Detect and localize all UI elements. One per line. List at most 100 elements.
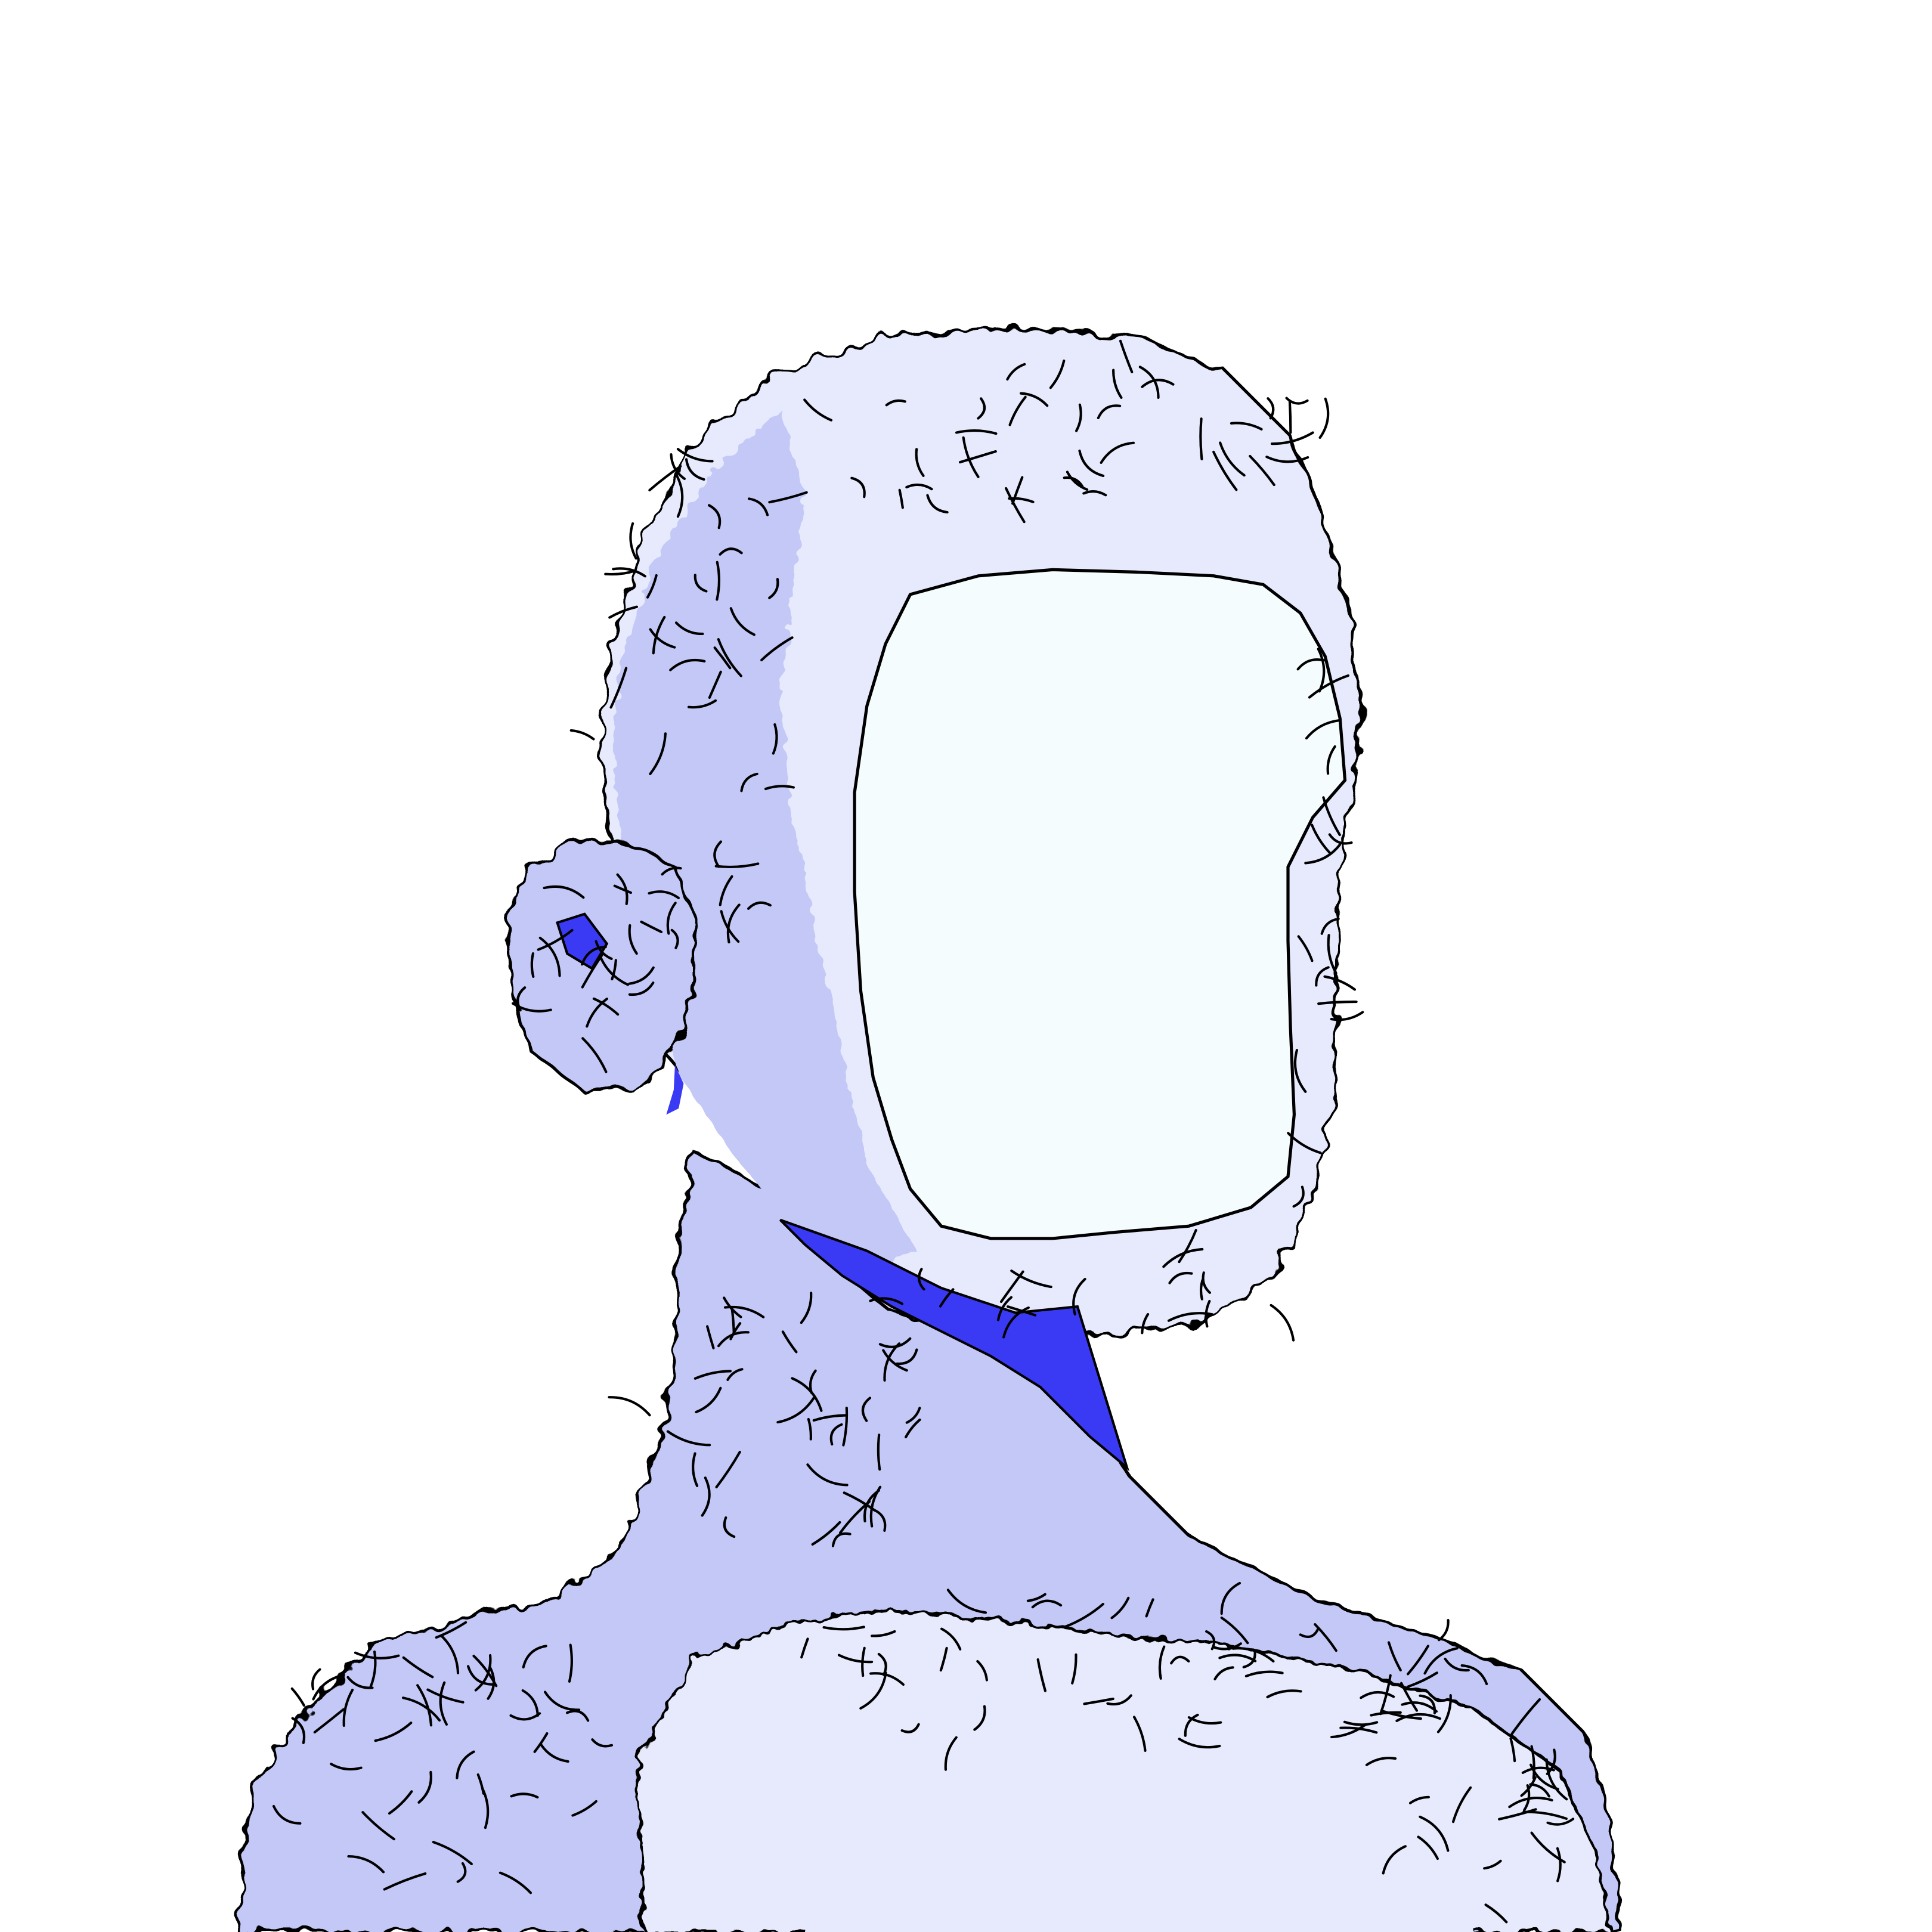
fur-tuft-stroke xyxy=(726,903,741,944)
fur-tuft-stroke xyxy=(719,875,733,906)
fur-tuft-stroke xyxy=(958,450,997,464)
fur-tuft-stroke xyxy=(1008,395,1027,426)
fur-tuft-stroke xyxy=(312,1673,345,1701)
fur-tuft-stroke xyxy=(1242,1649,1256,1668)
fur-tuft-stroke xyxy=(708,670,722,699)
neck-blue-shadow xyxy=(779,1218,1130,1472)
fur-tuft-stroke xyxy=(973,1705,986,1731)
fur-tuft-stroke xyxy=(1002,1306,1030,1339)
fur-tuft-stroke xyxy=(608,1396,651,1417)
fur-tuft-stroke xyxy=(1167,1312,1214,1322)
fur-tuft-stroke xyxy=(521,1689,539,1717)
fur-tuft-stroke xyxy=(803,398,833,422)
fur-tuft-stroke xyxy=(1395,1713,1441,1722)
fur-tuft-stroke xyxy=(1330,1723,1367,1739)
fur-tuft-stroke xyxy=(768,578,779,599)
fur-tuft-stroke xyxy=(713,840,723,868)
fur-tuft-stroke xyxy=(674,472,684,518)
fur-tuft-stroke xyxy=(1323,975,1357,991)
fur-tuft-stroke xyxy=(1219,441,1246,477)
fur-tuft-stroke xyxy=(1170,1655,1190,1665)
fur-tuft-stroke xyxy=(729,1322,742,1340)
face xyxy=(853,568,1347,1240)
fur-tuft-stroke xyxy=(838,1500,871,1534)
fur-tuft-stroke xyxy=(290,1687,305,1707)
fur-tuft-stroke xyxy=(649,732,667,775)
fur-tuft-stroke xyxy=(687,699,717,709)
fur-tuft-stroke xyxy=(726,1368,744,1381)
fur-tuft-stroke xyxy=(1178,1738,1221,1749)
fur-tuft-stroke xyxy=(1379,1674,1392,1716)
fur-tuft-stroke xyxy=(1199,1278,1204,1301)
fur-tuft-stroke xyxy=(1460,1664,1488,1686)
fur-tuft-stroke xyxy=(946,1589,987,1614)
fur-tuft-stroke xyxy=(608,605,639,619)
fur-tuft-stroke xyxy=(401,1696,441,1722)
fur-tuft-stroke xyxy=(904,1418,921,1439)
fur-tuft-stroke xyxy=(740,772,758,792)
fur-tuft-stroke xyxy=(569,729,595,741)
fur-tuft-stroke xyxy=(1199,417,1203,460)
fur-tuft-stroke xyxy=(1063,476,1084,488)
fur-tuft-stroke xyxy=(1119,339,1134,373)
fur-tuft-stroke xyxy=(666,1430,711,1447)
fur-tuft-stroke xyxy=(388,1790,413,1815)
fur-tuft-stroke xyxy=(693,574,708,593)
fur-tuft-stroke xyxy=(481,1787,490,1829)
fur-tuft-stroke xyxy=(565,1710,590,1722)
fur-tuft-stroke xyxy=(1305,719,1340,740)
fur-tuft-stroke xyxy=(1317,1000,1358,1005)
head-shadow-side xyxy=(613,408,917,1276)
fur-tuft-stroke xyxy=(800,1637,809,1659)
fur-tuft-stroke xyxy=(417,1770,432,1804)
fur-tuft-stroke xyxy=(885,399,906,407)
fur-tuft-stroke xyxy=(1311,823,1332,854)
fur-tuft-stroke xyxy=(499,1871,532,1894)
fur-tuft-stroke xyxy=(842,1406,849,1447)
fur-tuft-stroke xyxy=(1304,843,1342,865)
fur-tuft-stroke xyxy=(1244,1670,1284,1677)
fur-tuft-stroke xyxy=(383,1872,427,1891)
fur-tuft-stroke xyxy=(781,1330,798,1354)
fur-tuft-stroke xyxy=(426,1688,465,1704)
fur-tuft-stroke xyxy=(347,1855,385,1874)
fur-tuft-stroke xyxy=(1400,1682,1419,1712)
fur-tuft-stroke xyxy=(1293,1048,1307,1093)
fur-tuft-stroke xyxy=(882,1349,908,1372)
fur-tuft-stroke xyxy=(955,429,998,435)
fur-tuft-stroke xyxy=(1382,1845,1407,1875)
fur-tuft-stroke xyxy=(467,1665,494,1686)
fur-tuft-stroke xyxy=(669,658,706,671)
fur-tuft-stroke xyxy=(883,1342,901,1382)
fur-tuft-stroke xyxy=(674,621,704,636)
fur-tuft-stroke xyxy=(1545,1758,1568,1801)
fur-tuft-stroke xyxy=(1026,1593,1046,1602)
fur-tuft-stroke xyxy=(1299,1627,1320,1639)
fur-tuft-stroke xyxy=(435,1621,467,1639)
fur-tuft-stroke xyxy=(1011,476,1024,505)
fur-tuft-stroke xyxy=(1318,397,1330,439)
fur-tuft-stroke xyxy=(609,667,628,709)
fur-tuft-stroke xyxy=(1110,1596,1130,1620)
fur-tuft-stroke xyxy=(1417,1835,1439,1860)
fur-tuft-stroke xyxy=(652,615,666,655)
fur-tuft-stroke xyxy=(369,1650,377,1689)
fur-tuft-stroke xyxy=(670,928,679,949)
fur-tuft-stroke xyxy=(530,952,535,978)
fur-tuft-stroke xyxy=(509,1712,541,1721)
fur-tuft-stroke xyxy=(869,1297,904,1305)
fur-tuft-stroke xyxy=(510,1792,539,1799)
fur-tuft-stroke xyxy=(1317,648,1326,693)
fur-tuft-stroke xyxy=(1132,1716,1147,1753)
fur-tuft-stroke xyxy=(715,1450,741,1489)
fur-tuft-stroke xyxy=(1270,1304,1295,1342)
fur-tuft-stroke xyxy=(1287,1132,1322,1154)
fur-tuft-stroke xyxy=(613,884,633,894)
fur-tuft-stroke xyxy=(661,866,682,876)
fur-tuft-stroke xyxy=(772,723,778,755)
fur-tuft-stroke xyxy=(543,1690,581,1711)
fur-tuft-stroke xyxy=(1141,379,1175,388)
fur-tuft-stroke xyxy=(850,476,866,499)
fur-tuft-stroke xyxy=(648,890,680,900)
